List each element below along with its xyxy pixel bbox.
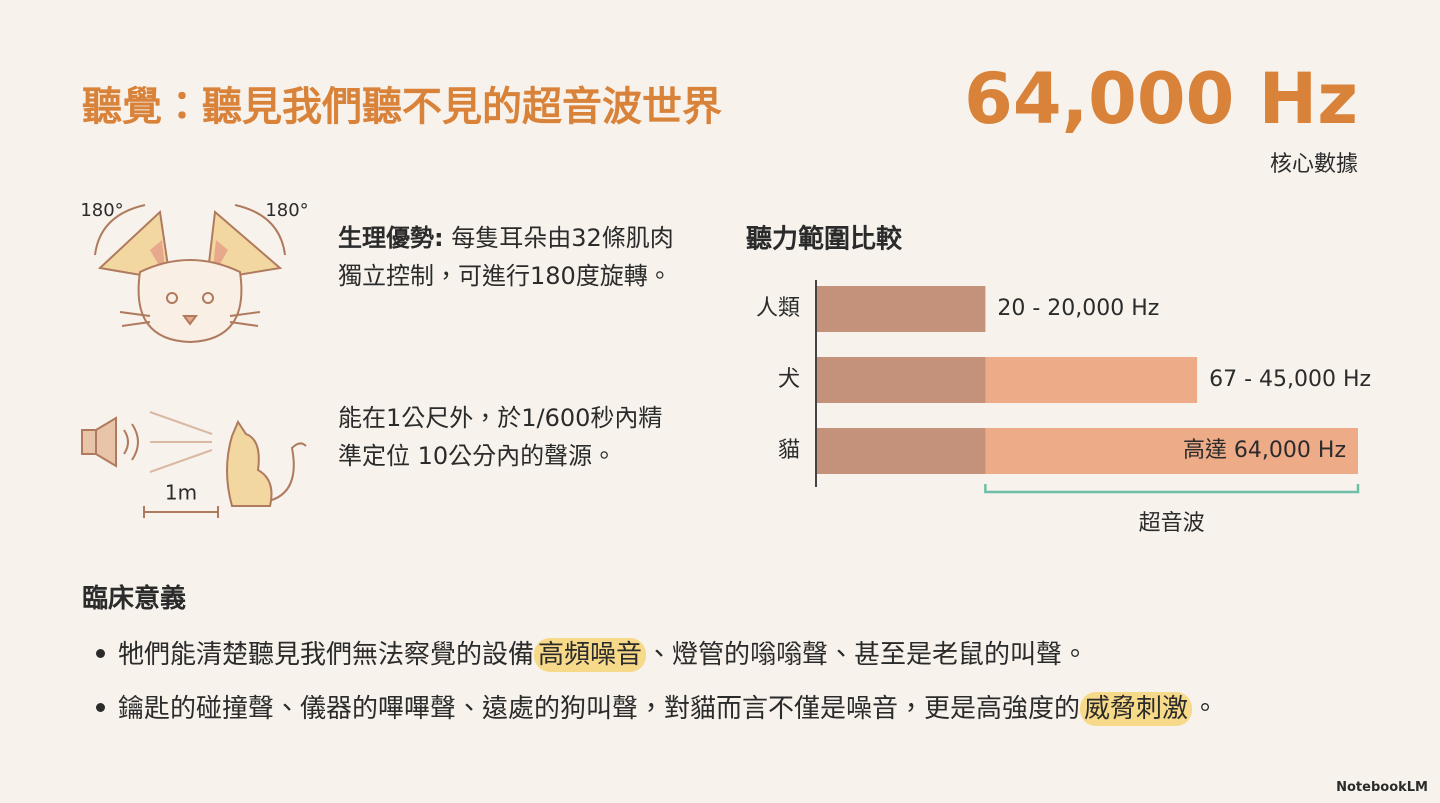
feature-body: 每隻耳朵由32條肌肉獨立控制，可進行180度旋轉。	[338, 224, 674, 290]
key-stat: 64,000 Hz	[964, 58, 1358, 140]
bar-base	[816, 357, 986, 403]
bar	[816, 286, 986, 332]
highlight: 高頻噪音	[534, 638, 647, 672]
key-stat-caption: 核心數據	[1269, 152, 1358, 177]
highlight: 威脅刺激	[1080, 692, 1193, 726]
ultrasonic-label: 超音波	[1139, 511, 1205, 536]
chart: 人類 20 - 20,000 Hz 犬 67 - 45,000 Hz 貓 高達 64,00…	[756, 280, 1371, 536]
bullet-text: 。	[1192, 694, 1219, 724]
category-label: 人類	[756, 296, 800, 321]
ultrasonic-bracket	[984, 484, 1360, 494]
page-title: 聽覺：聽見我們聽不見的超音波世界	[82, 84, 722, 130]
feature-body: 能在1公尺外，於1/600秒內精準定位 10公分內的聲源。	[338, 404, 663, 470]
angle-label: 180°	[80, 200, 123, 221]
value-label: 20 - 20,000 Hz	[997, 296, 1159, 321]
footer: NotebookLM	[1336, 780, 1428, 795]
feature-lead: 生理優勢:	[338, 224, 444, 252]
value-label: 高達 64,000 Hz	[1183, 438, 1346, 463]
section-heading: 臨床意義	[82, 584, 187, 614]
angle-label: 180°	[265, 200, 308, 221]
category-label: 犬	[778, 367, 800, 392]
distance-label: 1m	[165, 481, 197, 505]
bullet: 牠們能清楚聽見我們無法察覺的設備 高頻噪音 、燈管的嗡嗡聲、甚至是老鼠的叫聲。	[95, 634, 1089, 672]
value-label: 67 - 45,000 Hz	[1209, 367, 1371, 392]
category-label: 貓	[778, 438, 800, 463]
feature-text: 生理優勢: 每隻耳朵由32條肌肉獨立控制，可進行180度旋轉。	[338, 219, 678, 295]
bullet-text: 鑰匙的碰撞聲、儀器的嗶嗶聲、遠處的狗叫聲，對貓而言不僅是噪音，更是高強度的	[118, 694, 1081, 724]
chart-title: 聽力範圍比較	[746, 224, 903, 255]
bullet-text: 、燈管的嗡嗡聲、甚至是老鼠的叫聲。	[646, 640, 1089, 670]
feature-text: 能在1公尺外，於1/600秒內精準定位 10公分內的聲源。	[338, 399, 678, 475]
bar-base	[816, 428, 986, 474]
bullet: 鑰匙的碰撞聲、儀器的嗶嗶聲、遠處的狗叫聲，對貓而言不僅是噪音，更是高強度的 威脅刺…	[95, 688, 1219, 726]
ear-icon	[94, 204, 286, 344]
sound-icon	[81, 411, 307, 518]
bullet-text: 牠們能清楚聽見我們無法察覺的設備	[118, 640, 535, 670]
